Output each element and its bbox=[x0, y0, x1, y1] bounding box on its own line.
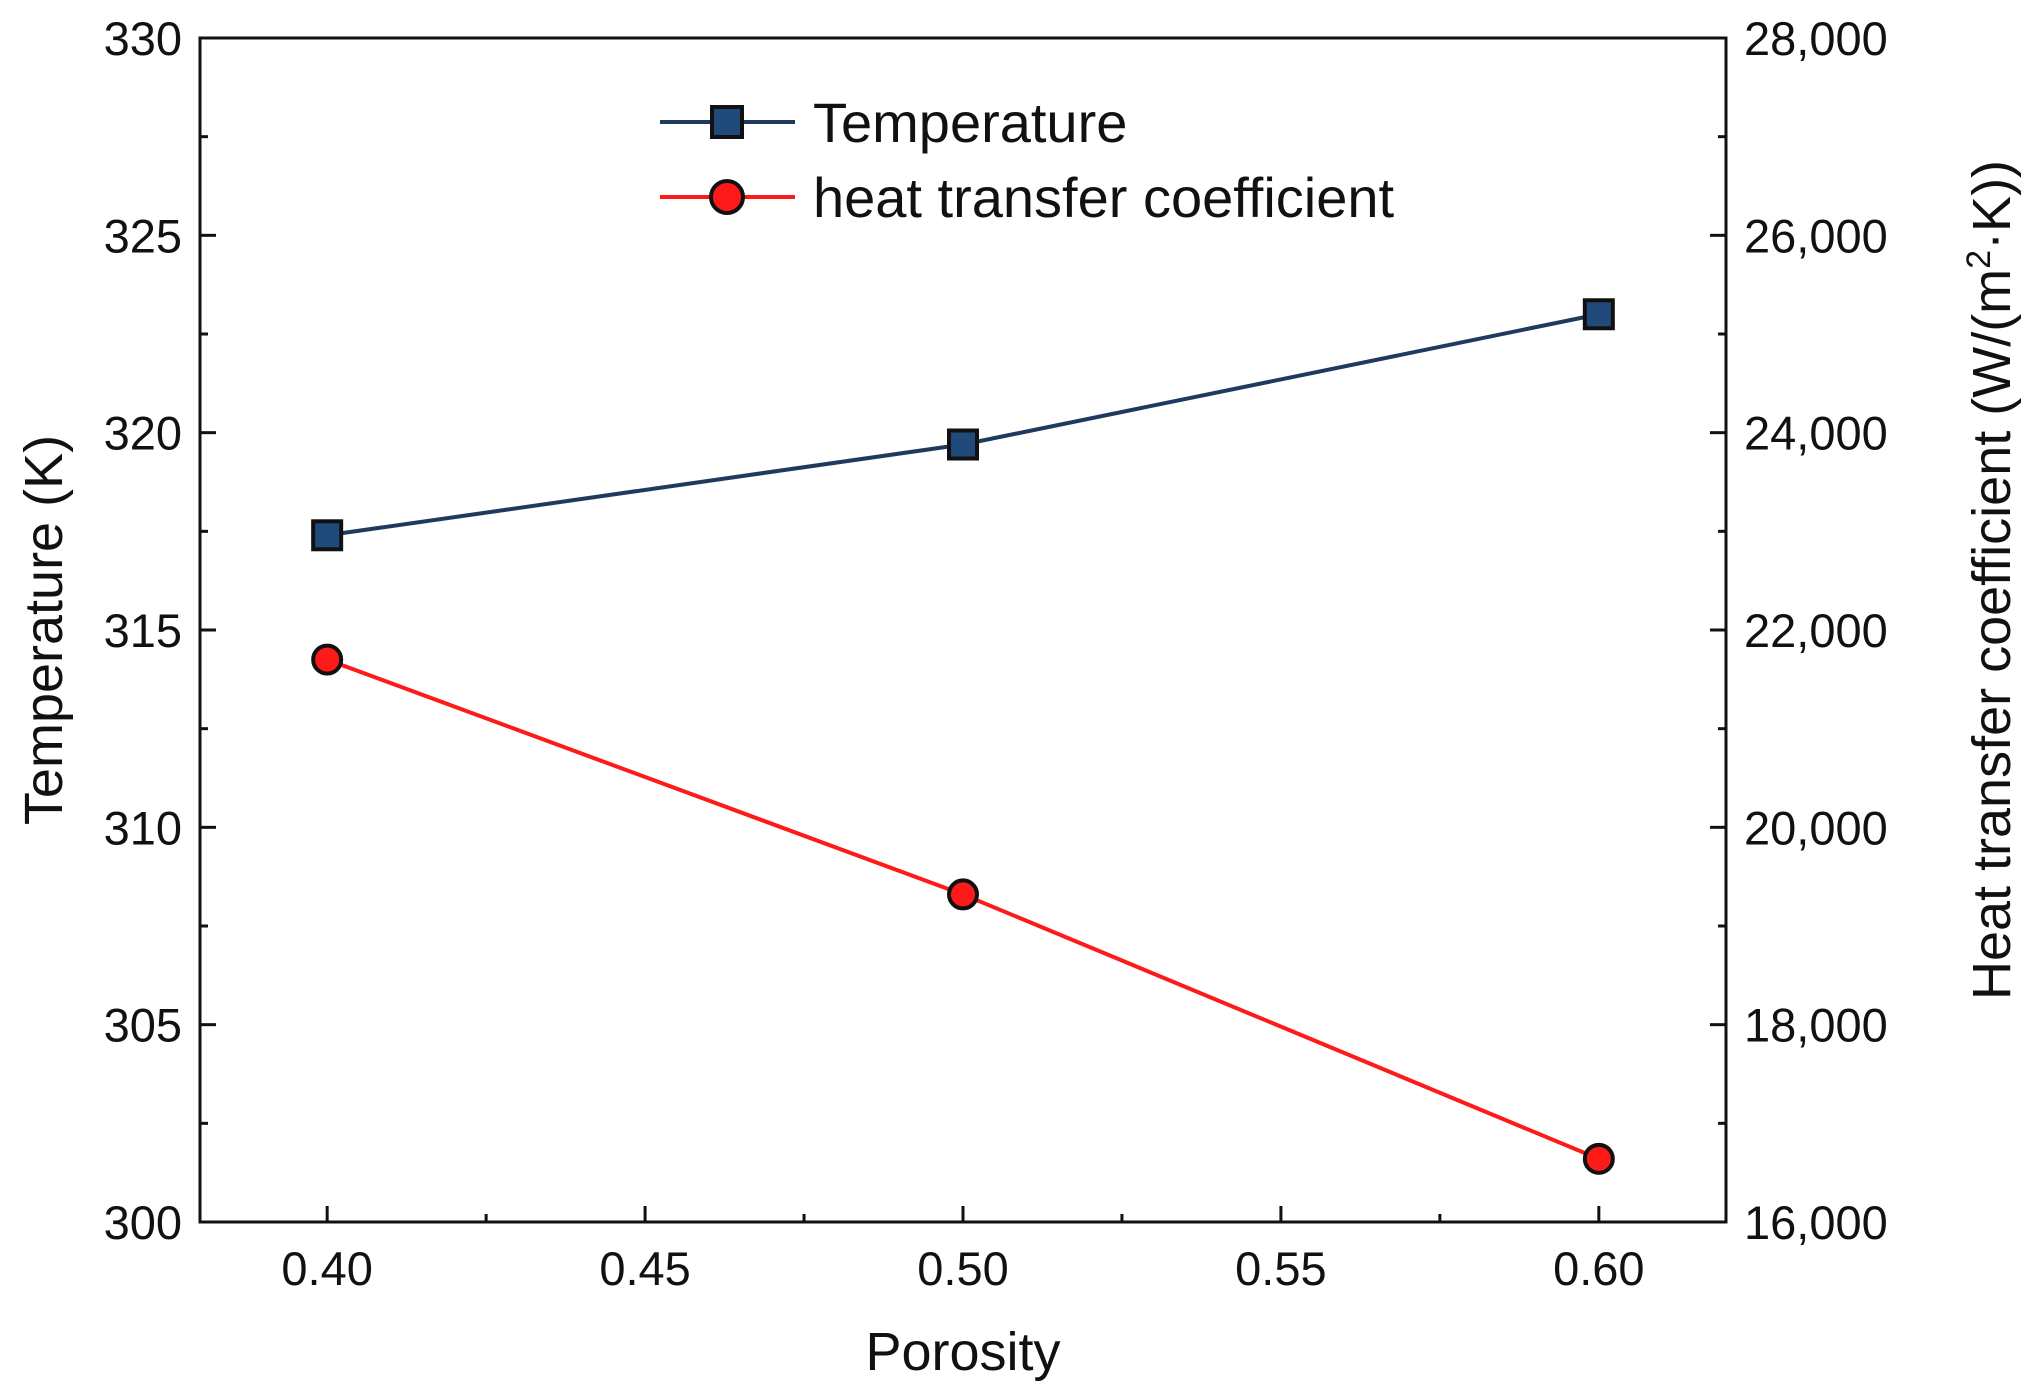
y-left-tick-label: 330 bbox=[104, 12, 182, 65]
y-axis-right-title-superscript: 2 bbox=[1960, 250, 1998, 269]
data-point-heat-transfer-coefficient bbox=[1582, 1142, 1615, 1175]
legend: Temperature heat transfer coefficient bbox=[660, 91, 1395, 229]
y-right-tick-label: 18,000 bbox=[1744, 999, 1888, 1052]
x-tick-label: 0.40 bbox=[281, 1242, 372, 1295]
y-axis-right: 16,000 18,000 20,000 22,000 24,000 26,000 28,0… bbox=[1710, 12, 1888, 1249]
legend-label-temperature: Temperature bbox=[813, 91, 1127, 154]
y-left-tick-label: 300 bbox=[104, 1196, 182, 1249]
series-layer bbox=[311, 298, 1615, 1175]
series-line-temperature bbox=[326, 312, 1600, 538]
legend-marker-heat-transfer-coefficient bbox=[709, 179, 745, 215]
y-left-tick-label: 320 bbox=[104, 407, 182, 460]
y-left-tick-label: 310 bbox=[104, 801, 182, 854]
x-axis: 0.40 0.45 0.50 0.55 0.60 bbox=[281, 1206, 1645, 1295]
y-right-tick-label: 28,000 bbox=[1744, 12, 1888, 65]
x-tick-label: 0.45 bbox=[599, 1242, 690, 1295]
x-tick-label: 0.60 bbox=[1553, 1242, 1644, 1295]
y-axis-right-title-unit: ·K)) bbox=[1962, 160, 2022, 250]
y-axis-right-title-main: Heat transfer coefficient (W/(m bbox=[1962, 269, 2022, 1000]
y-right-tick-label: 22,000 bbox=[1744, 604, 1888, 657]
y-left-tick-label: 315 bbox=[104, 604, 182, 657]
data-point-temperature bbox=[311, 519, 344, 552]
y-right-tick-label: 26,000 bbox=[1744, 209, 1888, 262]
y-axis-left: 300 305 310 315 320 325 330 bbox=[104, 12, 216, 1249]
y-left-tick-label: 305 bbox=[104, 999, 182, 1052]
y-right-tick-label: 16,000 bbox=[1744, 1196, 1888, 1249]
data-point-heat-transfer-coefficient bbox=[311, 643, 344, 676]
data-point-temperature bbox=[1582, 298, 1615, 331]
y-right-tick-label: 20,000 bbox=[1744, 801, 1888, 854]
x-axis-title: Porosity bbox=[865, 1322, 1060, 1382]
legend-label-heat-transfer-coefficient: heat transfer coefficient bbox=[813, 166, 1395, 229]
x-tick-label: 0.55 bbox=[1235, 1242, 1326, 1295]
y-axis-left-title: Temperature (K) bbox=[14, 435, 74, 825]
y-axis-right-title: Heat transfer coefficient (W/(m2·K)) bbox=[1960, 160, 2022, 1000]
legend-item-heat-transfer-coefficient: heat transfer coefficient bbox=[660, 166, 1395, 229]
data-point-temperature bbox=[947, 428, 979, 461]
y-left-tick-label: 325 bbox=[104, 209, 182, 262]
legend-marker-temperature bbox=[710, 105, 744, 139]
legend-item-temperature: Temperature bbox=[660, 91, 1127, 154]
data-point-heat-transfer-coefficient bbox=[947, 878, 979, 911]
x-tick-label: 0.50 bbox=[917, 1242, 1008, 1295]
y-right-tick-label: 24,000 bbox=[1744, 407, 1888, 460]
